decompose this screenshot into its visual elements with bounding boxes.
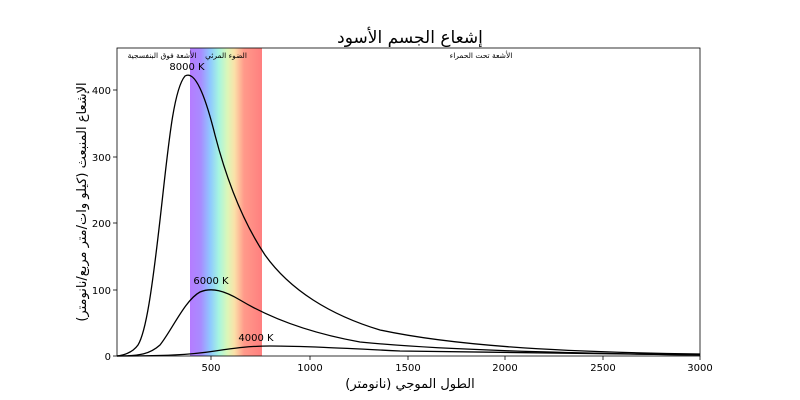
- y-ticks: [113, 89, 117, 357]
- svg-text:2000: 2000: [492, 363, 517, 374]
- svg-text:3000: 3000: [687, 363, 712, 374]
- uv-region-label: الأشعة فوق البنفسجية: [128, 50, 197, 60]
- svg-text:300: 300: [92, 153, 111, 164]
- y-axis-label: الإشعاع المنبعث (كيلو وات/متر مربع/نانوم…: [75, 82, 90, 321]
- svg-text:2500: 2500: [590, 363, 615, 374]
- ir-region-label: الأشعة تحت الحمراء: [450, 50, 513, 60]
- svg-text:1500: 1500: [395, 363, 420, 374]
- svg-text:500: 500: [201, 363, 220, 374]
- svg-text:0: 0: [105, 352, 111, 363]
- svg-text:200: 200: [92, 219, 111, 230]
- label-4000k: 4000 K: [238, 333, 274, 344]
- chart-title: إشعاع الجسم الأسود: [337, 27, 483, 48]
- x-axis-label: الطول الموجي (نانومتر): [345, 377, 474, 392]
- svg-text:1000: 1000: [297, 363, 322, 374]
- visible-region-label: الضوء المرئي: [205, 51, 247, 60]
- plot-frame: [116, 47, 701, 357]
- curve-4000k: [116, 345, 701, 357]
- curve-8000k: [116, 74, 701, 357]
- x-ticks: [210, 356, 701, 360]
- visible-spectrum-band: [190, 48, 262, 356]
- curves: [116, 74, 701, 357]
- y-tick-labels: 0 100 200 300 400: [92, 86, 111, 363]
- label-8000k: 8000 K: [169, 62, 205, 73]
- label-6000k: 6000 K: [193, 276, 229, 287]
- svg-text:100: 100: [92, 286, 111, 297]
- curve-6000k: [116, 289, 701, 357]
- x-tick-labels: 500 1000 1500 2000 2500 3000: [201, 363, 712, 374]
- svg-text:400: 400: [92, 86, 111, 97]
